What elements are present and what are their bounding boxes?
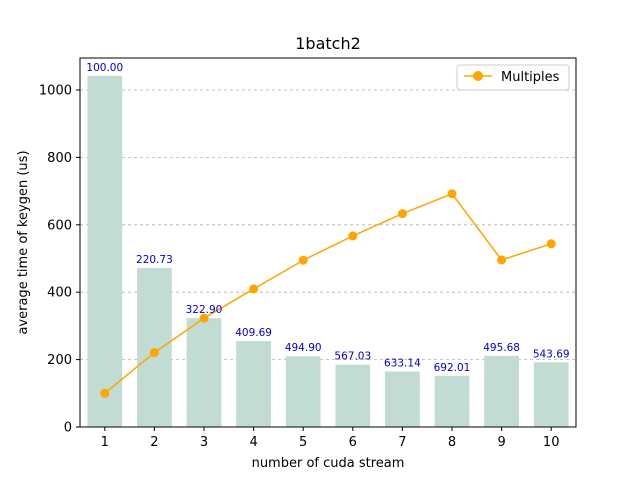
data-label-7: 633.14 xyxy=(384,357,421,369)
x-axis-label: number of cuda stream xyxy=(252,456,405,471)
x-tick-label-7: 7 xyxy=(398,435,406,450)
line-multiples xyxy=(104,192,552,394)
bar-1 xyxy=(87,75,123,427)
plot-frame xyxy=(79,57,577,428)
line-point-10 xyxy=(546,239,556,249)
line-point-1 xyxy=(100,388,110,398)
bar-6 xyxy=(335,364,371,427)
y-tick-label-1: 200 xyxy=(47,353,72,368)
x-tick-label-5: 5 xyxy=(299,435,307,450)
y-tick-label-0: 0 xyxy=(64,421,72,436)
legend-box xyxy=(456,64,570,91)
y-tick-label-3: 600 xyxy=(47,218,72,233)
x-tick-label-8: 8 xyxy=(448,435,456,450)
line-point-7 xyxy=(397,209,407,219)
data-label-2: 220.73 xyxy=(136,254,173,266)
y-axis-label: average time of keygen (us) xyxy=(16,150,31,334)
gridlines xyxy=(80,89,576,361)
y-tick-label-5: 1000 xyxy=(39,84,72,99)
bar-4 xyxy=(236,341,271,427)
line-point-6 xyxy=(348,231,358,241)
legend: Multiples xyxy=(456,64,570,91)
y-axis: 0 200 400 600 800 1000 xyxy=(39,84,80,436)
line-point-2 xyxy=(149,348,159,358)
x-tick-label-3: 3 xyxy=(200,435,208,450)
data-label-4: 409.69 xyxy=(235,327,272,339)
data-labels: 100.00 220.73 322.90 409.69 494.90 567.03 633.… xyxy=(86,62,569,374)
data-label-8: 692.01 xyxy=(434,362,471,374)
x-axis: 1 2 3 4 5 6 7 8 9 10 xyxy=(101,427,560,450)
line-series xyxy=(100,189,556,398)
bar-series xyxy=(87,75,569,427)
data-label-9: 495.68 xyxy=(483,342,520,354)
bar-9 xyxy=(484,355,519,427)
data-label-10: 543.69 xyxy=(533,348,570,360)
line-point-9 xyxy=(497,255,507,265)
y-tick-label-4: 800 xyxy=(47,151,72,166)
bar-10 xyxy=(533,362,569,427)
x-tick-label-2: 2 xyxy=(150,435,158,450)
data-label-3: 322.90 xyxy=(186,304,223,316)
line-point-5 xyxy=(298,255,308,265)
data-label-6: 567.03 xyxy=(334,351,371,363)
bar-7 xyxy=(385,371,420,427)
chart-title: 1batch2 xyxy=(295,34,361,53)
x-tick-label-4: 4 xyxy=(249,435,257,450)
bar-2 xyxy=(137,267,172,427)
bar-3 xyxy=(186,318,222,427)
x-tick-label-6: 6 xyxy=(349,435,357,450)
x-tick-label-1: 1 xyxy=(101,435,109,450)
line-point-3 xyxy=(199,313,209,323)
bar-5 xyxy=(285,356,321,427)
line-point-8 xyxy=(447,189,457,199)
legend-label-multiples: Multiples xyxy=(501,70,560,85)
bar-8 xyxy=(434,375,470,427)
y-tick-label-2: 400 xyxy=(47,286,72,301)
line-point-4 xyxy=(249,284,259,294)
data-label-5: 494.90 xyxy=(285,342,322,354)
legend-marker-swatch xyxy=(473,71,483,81)
x-tick-label-10: 10 xyxy=(543,435,560,450)
data-label-1: 100.00 xyxy=(86,62,123,74)
x-tick-label-9: 9 xyxy=(497,435,505,450)
